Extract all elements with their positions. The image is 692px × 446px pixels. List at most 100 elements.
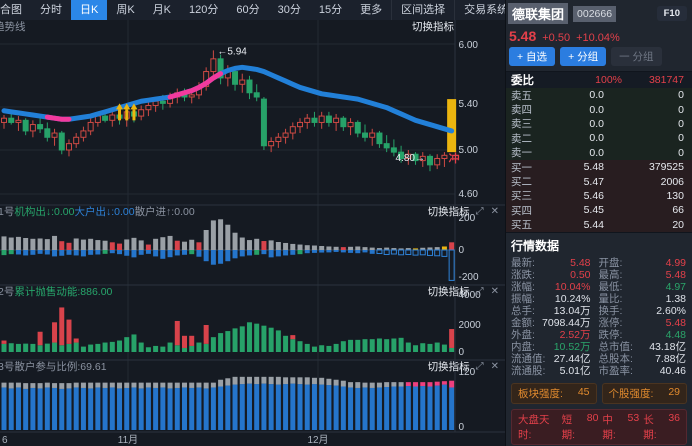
pane3-label: 累计抛售动能:886.00 [14, 286, 113, 298]
switch-indicator-button-main[interactable]: 切换指标 [412, 21, 454, 33]
tab-区间选择[interactable]: 区间选择 [391, 0, 454, 20]
main-candles [1, 50, 457, 172]
strength-boxes: 板块强度: 45 个股强度: 29 [511, 382, 687, 404]
svg-text:4000: 4000 [459, 290, 482, 301]
svg-text:5.40: 5.40 [459, 99, 479, 110]
main-pane-label: 趋势线 [0, 21, 26, 33]
book-row-买一[interactable]: 买一 5.48 379525 [506, 159, 692, 175]
annotations: ←5.94 4.80→ 冲 [217, 46, 459, 165]
close-icon[interactable]: ✕ [490, 286, 499, 297]
pane4-number: 3号 [0, 361, 15, 373]
quote-row: 外盘: 2.52万 跌停: 4.48 [511, 328, 686, 341]
book-row-买三[interactable]: 买三 5.46 130 [506, 188, 692, 204]
svg-text:200: 200 [459, 213, 476, 224]
svg-text:4.60: 4.60 [459, 189, 479, 200]
market-timing-box: 大盘天时: 短期: 80 中期: 53 长期: 36 [511, 408, 687, 445]
short-term-value: 80 [586, 411, 599, 424]
market-timing-label: 大盘天时: [518, 413, 550, 441]
tab-分时[interactable]: 分时 [40, 4, 62, 16]
tab-30分[interactable]: 30分 [277, 4, 301, 16]
svg-text:-200: -200 [459, 272, 479, 283]
book-row-卖五[interactable]: 卖五 0.0 0 [506, 88, 692, 103]
quote-row: 涨跌: 0.50 最高: 5.48 [511, 268, 686, 281]
switch-indicator-button-pane4[interactable]: 切换指标 [427, 361, 470, 373]
quote-row: 涨幅: 10.04% 最低: 4.97 [511, 280, 686, 293]
price-change-pct: +10.04% [576, 32, 620, 44]
quote-row: 金额: 7098.44万 涨停: 5.48 [511, 316, 686, 329]
quote-side-panel: 德联集团 002666 F10 5.48 +0.50 +10.04% + 自选 … [505, 0, 692, 446]
price-row: 5.48 +0.50 +10.04% [509, 28, 692, 44]
quote-row: 最新: 5.48 开盘: 4.99 [511, 256, 686, 269]
close-icon[interactable]: ✕ [490, 361, 499, 372]
svg-text:0: 0 [459, 245, 465, 256]
add-watchlist-button[interactable]: + 自选 [509, 47, 556, 66]
pane4-label: 散户参与比例:69.61 [14, 361, 107, 373]
book-row-买二[interactable]: 买二 5.47 2006 [506, 174, 692, 189]
quote-row: 振幅: 10.24% 量比: 1.38 [511, 292, 686, 305]
tab-120分[interactable]: 120分 [189, 4, 219, 16]
stock-strength-value: 29 [668, 385, 680, 398]
svg-text:0: 0 [459, 422, 465, 433]
tab-周K[interactable]: 周K [116, 4, 135, 16]
switch-indicator-button-pane3[interactable]: 切换指标 [427, 286, 470, 298]
tab-15分[interactable]: 15分 [318, 4, 343, 16]
pane3-number: 2号 [0, 286, 15, 298]
f10-button[interactable]: F10 [656, 6, 687, 21]
stock-name: 德联集团 [508, 3, 569, 24]
order-book: 卖五 0.0 0 卖四 0.0 0 卖三 0.0 0 卖二 0.0 0 卖一 0.0 0 买一 5.48 3795… [506, 88, 692, 232]
weibi-label: 委比 [511, 75, 534, 87]
book-row-卖四[interactable]: 卖四 0.0 0 [506, 102, 692, 117]
svg-text:←5.94: ←5.94 [217, 46, 247, 57]
sector-strength-value: 45 [577, 385, 590, 398]
pane2-retail-label: 散户进↑:0.00 [134, 206, 195, 218]
expand-icon[interactable]: ⤢ [475, 286, 484, 297]
price-change: +0.50 [542, 32, 571, 44]
svg-text:5.00: 5.00 [459, 145, 479, 156]
main-pane-header: 趋势线 切换指标 [0, 20, 506, 34]
last-price: 5.48 [509, 28, 537, 44]
add-group-button[interactable]: + 分组 [560, 47, 607, 66]
pane4-header: 3号 散户参与比例:69.61 切换指标 ⤢ ✕ [0, 360, 506, 374]
book-row-卖一[interactable]: 卖一 0.0 0 [506, 145, 692, 160]
sector-strength-box: 板块强度: 45 [511, 382, 597, 404]
remove-group-button[interactable]: 一 分组 [611, 47, 662, 66]
quote-row: 流通股: 5.01亿 市盈率: 40.46 [511, 364, 686, 377]
buy-arrows [116, 103, 138, 121]
switch-indicator-button-pane2[interactable]: 切换指标 [427, 206, 470, 218]
stock-strength-box: 个股强度: 29 [601, 382, 687, 404]
watchlist-buttons: + 自选 + 分组 一 分组 [509, 47, 687, 66]
long-term-value: 36 [668, 411, 681, 424]
svg-text:冲: 冲 [449, 151, 460, 165]
weibi-value: 381747 [648, 74, 684, 86]
expand-icon[interactable]: ⤢ [475, 361, 484, 372]
svg-text:6.00: 6.00 [459, 40, 479, 51]
book-row-买四[interactable]: 买四 5.45 66 [506, 203, 692, 218]
quote-row: 流通值: 27.44亿 总股本: 7.88亿 [511, 352, 686, 365]
book-row-买五[interactable]: 买五 5.44 20 [506, 217, 692, 232]
tab-日K[interactable]: 日K [71, 0, 108, 20]
tab-合图[interactable]: 合图 [0, 4, 22, 16]
main-ma-line [1, 64, 455, 134]
book-row-卖三[interactable]: 卖三 0.0 0 [506, 116, 692, 132]
svg-text:12月: 12月 [307, 434, 328, 446]
stock-strength-label: 个股强度: [608, 387, 654, 400]
tab-60分[interactable]: 60分 [236, 4, 260, 16]
tab-更多[interactable]: 更多 [360, 4, 383, 16]
book-row-卖二[interactable]: 卖二 0.0 0 [506, 131, 692, 146]
pane2-bars [0, 219, 455, 281]
pane3-bars [1, 307, 455, 352]
tab-交易系统[interactable]: 交易系统 [454, 0, 505, 20]
pane3-header: 2号 累计抛售动能:886.00 切换指标 ⤢ ✕ [0, 285, 506, 299]
close-icon[interactable]: ✕ [490, 206, 499, 217]
quote-data-title: 行情数据 [506, 231, 692, 257]
pane2-bigplayer-label: 大户出↓:0.00 [74, 206, 135, 218]
tab-月K[interactable]: 月K [152, 4, 172, 16]
expand-icon[interactable]: ⤢ [475, 206, 484, 217]
svg-text:2000: 2000 [459, 320, 482, 331]
weibi-pct: 100% [595, 74, 622, 86]
stock-header: 德联集团 002666 F10 [508, 3, 687, 24]
pane2-header: 1号 机构出↓:0.00 大户出↓:0.00 散户进↑:0.00 切换指标 ⤢ … [0, 205, 506, 219]
quote-data-grid: 最新: 5.48 开盘: 4.99 涨跌: 0.50 最高: 5.48 涨幅: 10.04% 最低:… [506, 257, 692, 377]
